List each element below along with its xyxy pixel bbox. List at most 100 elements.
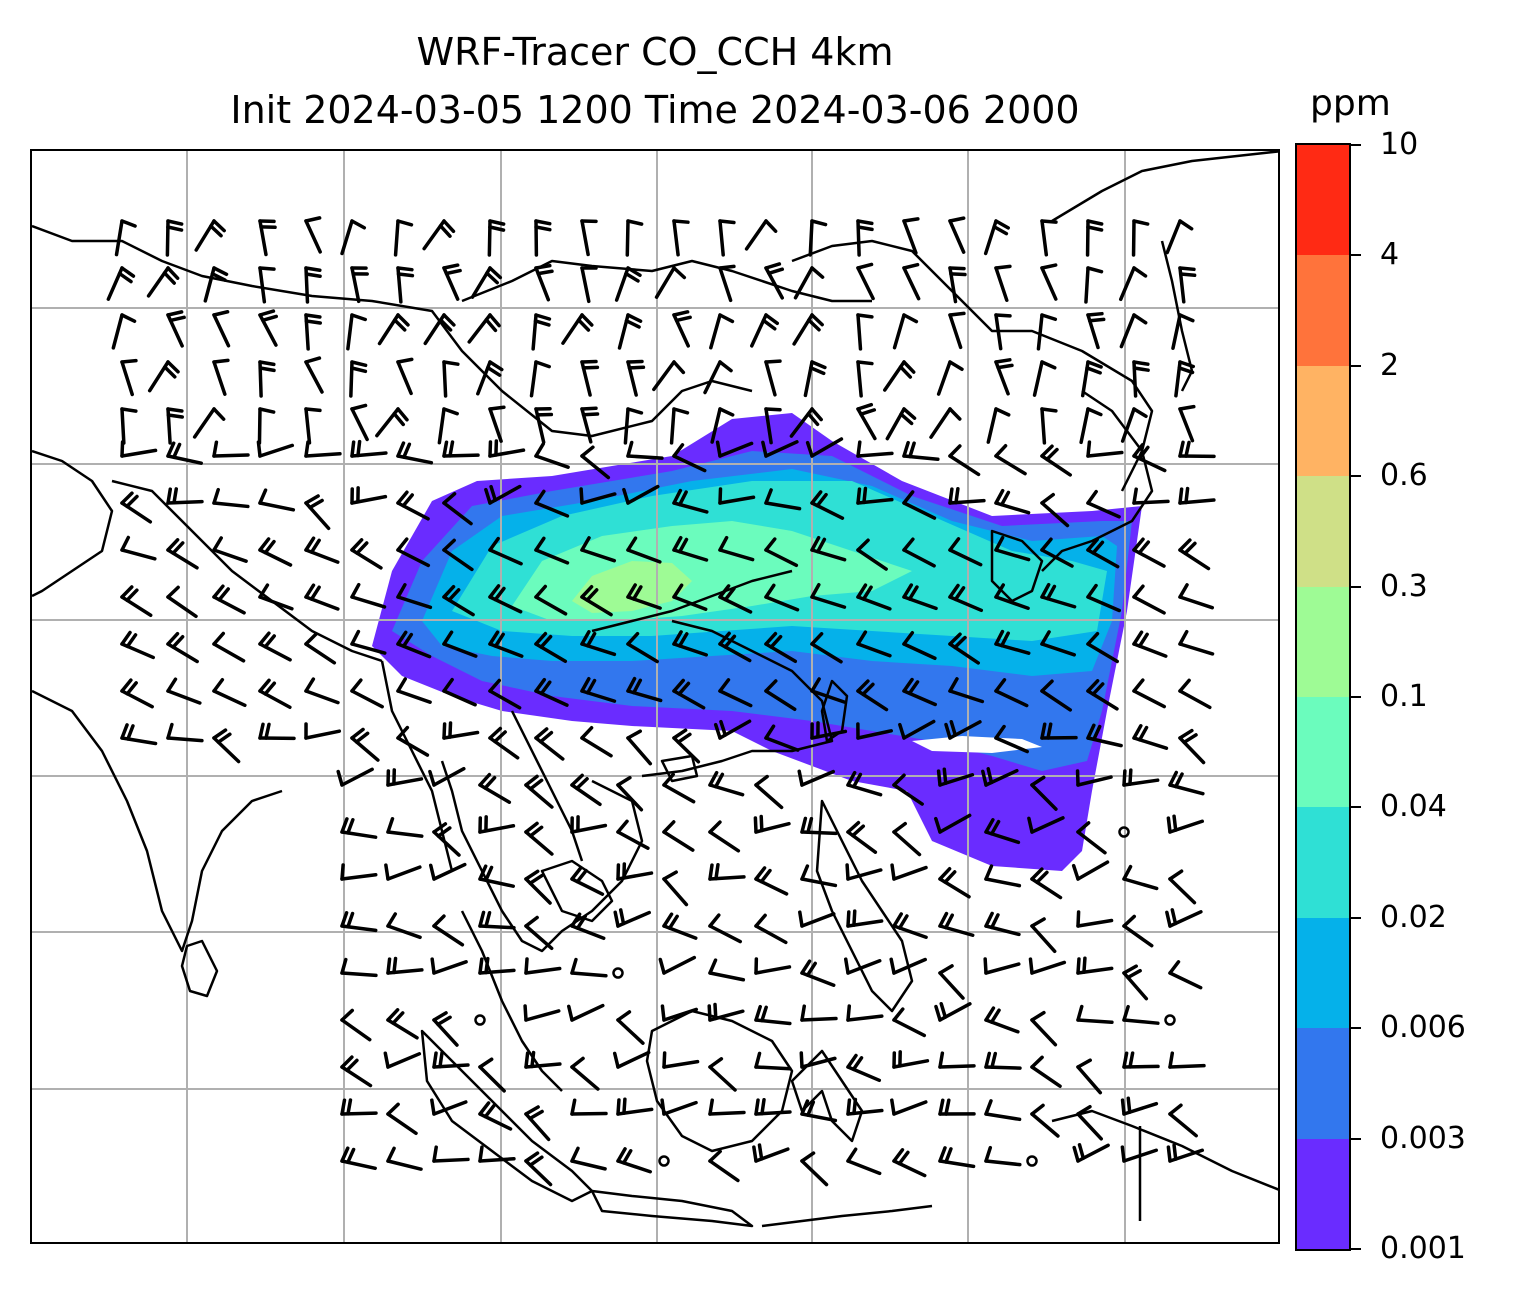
wind-barb bbox=[258, 678, 292, 709]
wind-barb bbox=[212, 358, 230, 396]
china-coast bbox=[641, 619, 834, 778]
wind-barb bbox=[752, 1143, 790, 1163]
wind-barb bbox=[396, 357, 414, 396]
wind-barb bbox=[994, 724, 1029, 754]
wind-barb bbox=[994, 264, 1012, 302]
wind-barb bbox=[1122, 1004, 1160, 1025]
wind-barb bbox=[488, 584, 523, 614]
colorbar bbox=[1295, 143, 1351, 1251]
wind-barb bbox=[1076, 1004, 1114, 1025]
colorbar-tick bbox=[1351, 144, 1361, 146]
wind-barb bbox=[810, 490, 845, 520]
wind-barb bbox=[1086, 631, 1119, 664]
wind-barb bbox=[579, 487, 617, 505]
wind-barb bbox=[800, 1151, 829, 1187]
new-guinea bbox=[1051, 1109, 1278, 1191]
wind-barb bbox=[902, 440, 940, 461]
wind-barb bbox=[1080, 360, 1103, 398]
wind-barb bbox=[258, 360, 276, 398]
wind-barb bbox=[846, 1053, 882, 1083]
wind-barb bbox=[1040, 492, 1070, 528]
colorbar-tick-label: 4 bbox=[1380, 237, 1400, 273]
wind-barb bbox=[396, 677, 432, 704]
wind-barb bbox=[432, 1011, 459, 1047]
wind-barb bbox=[810, 535, 847, 562]
colorbar-tick-label: 0.003 bbox=[1380, 1120, 1466, 1156]
wind-barb bbox=[948, 537, 983, 567]
wind-barb bbox=[531, 313, 552, 351]
wind-barb bbox=[1030, 775, 1058, 811]
wind-barb bbox=[1118, 266, 1148, 302]
wind-barb bbox=[803, 360, 827, 398]
wind-barb bbox=[984, 818, 1021, 845]
wind-barb bbox=[304, 677, 340, 705]
colorbar-tick-label: 0.02 bbox=[1380, 899, 1447, 935]
wind-barb bbox=[428, 862, 467, 881]
wind-barb bbox=[304, 722, 342, 740]
wind-barb bbox=[764, 407, 782, 445]
wind-barb bbox=[800, 1099, 838, 1123]
sri-lanka bbox=[180, 939, 219, 998]
wind-barb bbox=[1118, 826, 1130, 838]
wind-barb bbox=[1026, 1155, 1038, 1167]
wind-barb bbox=[715, 440, 754, 458]
wind-barb bbox=[474, 1014, 486, 1026]
wind-barb bbox=[626, 631, 659, 664]
wind-barb bbox=[626, 583, 662, 610]
wind-barb bbox=[713, 719, 752, 740]
wind-barb bbox=[1122, 768, 1160, 787]
wind-barb bbox=[1132, 487, 1170, 505]
wind-barb bbox=[856, 262, 875, 301]
wind-barb bbox=[534, 442, 570, 469]
wind-barb bbox=[442, 360, 460, 398]
wind-barb bbox=[1122, 864, 1159, 891]
wind-barb bbox=[764, 679, 797, 712]
wind-barb bbox=[386, 956, 424, 975]
wind-barb bbox=[616, 862, 654, 881]
indochina-gulf bbox=[540, 859, 614, 923]
wind-barb bbox=[147, 360, 180, 393]
wind-barb bbox=[1122, 1051, 1160, 1069]
colorbar-tick bbox=[1351, 585, 1361, 588]
wind-barb bbox=[1178, 404, 1196, 443]
wind-barb bbox=[662, 912, 698, 940]
wind-barb bbox=[856, 440, 894, 458]
wind-barb bbox=[570, 912, 606, 941]
wind-barb bbox=[1030, 1103, 1060, 1138]
chart-title-line-1: WRF-Tracer CO_CCH 4km bbox=[416, 30, 894, 74]
wind-barb bbox=[258, 309, 279, 347]
wind-barb bbox=[166, 441, 203, 465]
wind-barb bbox=[258, 583, 294, 611]
wind-barb bbox=[478, 815, 516, 834]
wind-barbs bbox=[106, 216, 1216, 1187]
wind-barb bbox=[1168, 869, 1197, 905]
wind-barb bbox=[192, 407, 226, 439]
wind-barb bbox=[938, 1146, 976, 1169]
wind-barb bbox=[430, 957, 468, 975]
kamchatka-coast bbox=[1051, 151, 1278, 223]
wind-barb bbox=[487, 219, 506, 257]
wind-barb bbox=[350, 538, 383, 570]
wind-barb bbox=[534, 677, 569, 707]
wind-barb bbox=[386, 1008, 419, 1040]
wind-barb bbox=[304, 313, 322, 351]
wind-barb bbox=[350, 266, 369, 304]
tracer-plume bbox=[372, 413, 1142, 871]
wind-barb bbox=[983, 957, 1021, 975]
wind-barb bbox=[396, 583, 433, 610]
hainan bbox=[660, 754, 699, 783]
wind-barb bbox=[948, 632, 980, 665]
wind-barb bbox=[672, 310, 692, 348]
wind-barb bbox=[340, 1098, 378, 1116]
wind-barb bbox=[478, 1145, 516, 1163]
wind-barb bbox=[442, 440, 480, 458]
wind-barb bbox=[1040, 722, 1078, 740]
wind-barb bbox=[892, 773, 924, 806]
wind-barb bbox=[212, 309, 231, 348]
wind-barb bbox=[622, 484, 660, 505]
wind-barb bbox=[120, 723, 158, 746]
wind-barb bbox=[800, 959, 836, 987]
wind-barb bbox=[889, 957, 927, 975]
wind-barb bbox=[350, 727, 380, 762]
wind-barb bbox=[1178, 629, 1215, 656]
